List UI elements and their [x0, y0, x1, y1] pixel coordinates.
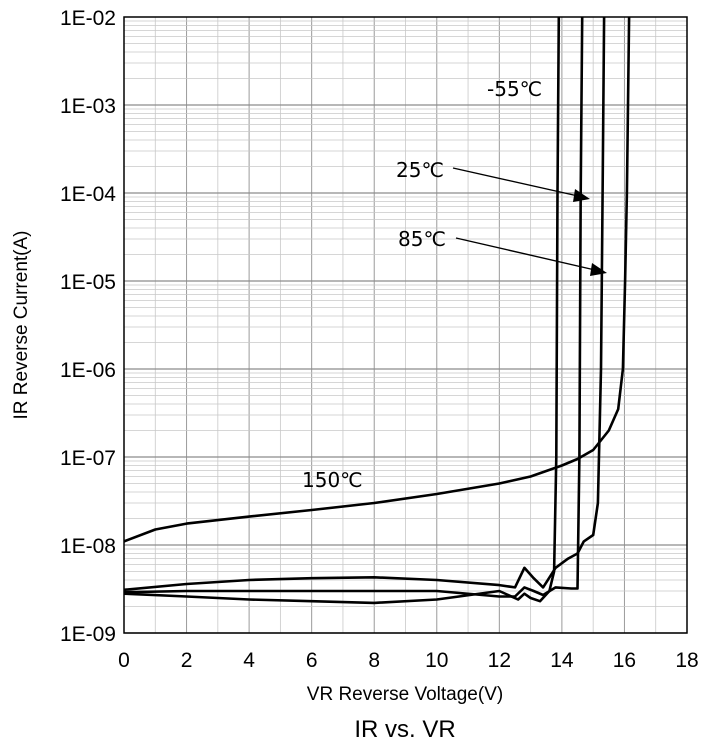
x-tick-labels: 0 2 4 6 8 10 12 14 16 18 [118, 649, 699, 672]
x-tick-label: 18 [675, 649, 698, 672]
y-tick-label: 1E-04 [60, 183, 116, 206]
series-line-1 [123, 16, 584, 598]
y-axis-title: IR Reverse Current(A) [11, 231, 32, 420]
x-tick-label: 14 [550, 649, 574, 672]
y-tick-label: 1E-02 [60, 7, 116, 30]
series-line-0 [123, 16, 561, 605]
x-tick-label: 6 [306, 649, 318, 672]
x-tick-label: 4 [243, 649, 255, 672]
x-tick-label: 0 [118, 649, 130, 672]
x-tick-label: 16 [613, 649, 636, 672]
x-tick-label: 12 [488, 649, 511, 672]
y-tick-label: 1E-08 [60, 535, 116, 558]
arrow-85c-head [590, 263, 607, 276]
chart-title: IR vs. VR [354, 716, 455, 743]
y-tick-label: 1E-09 [60, 623, 116, 646]
series-lines [123, 16, 631, 605]
arrow-25c-line [452, 167, 579, 197]
plot-frame [123, 16, 688, 634]
x-tick-label: 8 [368, 649, 380, 672]
arrow-85c-line [455, 237, 596, 271]
x-tick-label: 10 [425, 649, 448, 672]
annotation-150c: 150℃ [302, 468, 363, 492]
y-tick-labels: 1E-09 1E-08 1E-07 1E-06 1E-05 1E-04 1E-03 1E-02 [60, 7, 116, 646]
series-line-3 [123, 16, 631, 543]
annotation-minus55c: -55℃ [487, 77, 542, 101]
y-tick-label: 1E-05 [60, 271, 116, 294]
annotation-85c: 85℃ [398, 227, 446, 251]
y-tick-label: 1E-07 [60, 447, 116, 470]
x-axis-title: VR Reverse Voltage(V) [307, 684, 503, 705]
x-tick-label: 2 [181, 649, 193, 672]
annotation-25c: 25℃ [396, 158, 444, 182]
series-line-2 [123, 16, 606, 592]
y-tick-label: 1E-06 [60, 359, 116, 382]
arrow-25c-head [573, 189, 590, 202]
y-tick-label: 1E-03 [60, 95, 116, 118]
